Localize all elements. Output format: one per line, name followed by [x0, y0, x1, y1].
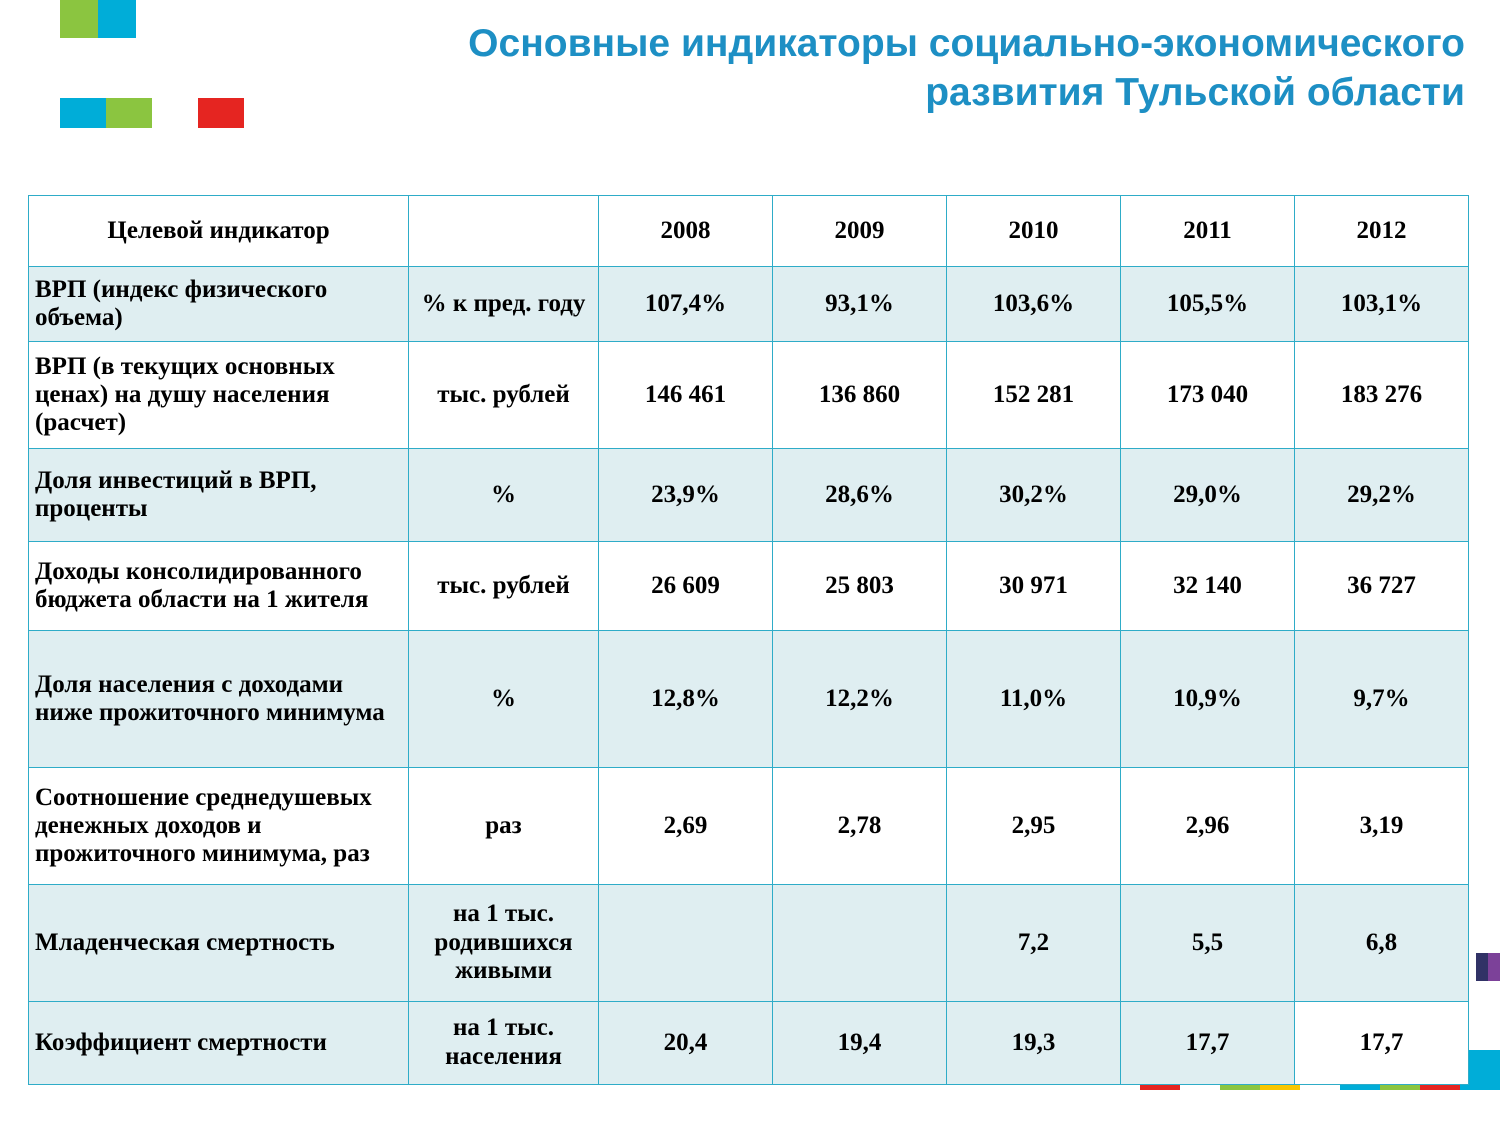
unit-cell: раз: [409, 768, 599, 885]
value-cell: 3,19: [1295, 768, 1469, 885]
decoration-bottom-right-upper: [1476, 953, 1500, 981]
value-cell: 107,4%: [599, 267, 773, 342]
col-year-2010: 2010: [947, 196, 1121, 267]
value-cell: 2,78: [773, 768, 947, 885]
unit-cell: % к пред. году: [409, 267, 599, 342]
unit-cell: тыс. рублей: [409, 542, 599, 631]
value-cell: 2,69: [599, 768, 773, 885]
table-header-row: Целевой индикатор 2008 2009 2010 2011 20…: [29, 196, 1469, 267]
value-cell: 17,7: [1295, 1002, 1469, 1085]
value-cell: 30,2%: [947, 449, 1121, 542]
indicator-cell: Коэффициент смертности: [29, 1002, 409, 1085]
unit-cell: на 1 тыс. населения: [409, 1002, 599, 1085]
value-cell: 9,7%: [1295, 631, 1469, 768]
indicator-cell: Доходы консолидированного бюджета област…: [29, 542, 409, 631]
value-cell: 93,1%: [773, 267, 947, 342]
value-cell: 32 140: [1121, 542, 1295, 631]
value-cell: 2,96: [1121, 768, 1295, 885]
value-cell: [599, 885, 773, 1002]
col-year-2009: 2009: [773, 196, 947, 267]
table-row: ВРП (индекс физического объема)% к пред.…: [29, 267, 1469, 342]
table-row: Доля населения с доходами ниже прожиточн…: [29, 631, 1469, 768]
value-cell: 173 040: [1121, 342, 1295, 449]
indicator-cell: Доля населения с доходами ниже прожиточн…: [29, 631, 409, 768]
value-cell: 26 609: [599, 542, 773, 631]
indicator-table: Целевой индикатор 2008 2009 2010 2011 20…: [28, 195, 1469, 1085]
value-cell: 103,1%: [1295, 267, 1469, 342]
indicator-cell: ВРП (в текущих основных ценах) на душу н…: [29, 342, 409, 449]
table-body: ВРП (индекс физического объема)% к пред.…: [29, 267, 1469, 1085]
value-cell: 36 727: [1295, 542, 1469, 631]
col-unit: [409, 196, 599, 267]
unit-cell: на 1 тыс. родившихся живыми: [409, 885, 599, 1002]
value-cell: 25 803: [773, 542, 947, 631]
col-year-2008: 2008: [599, 196, 773, 267]
indicator-cell: Младенческая смертность: [29, 885, 409, 1002]
indicator-cell: Соотношение среднедушевых денежных доход…: [29, 768, 409, 885]
title-line-2: развития Тульской области: [925, 71, 1465, 114]
value-cell: 29,2%: [1295, 449, 1469, 542]
col-year-2012: 2012: [1295, 196, 1469, 267]
value-cell: 19,3: [947, 1002, 1121, 1085]
unit-cell: %: [409, 631, 599, 768]
col-year-2011: 2011: [1121, 196, 1295, 267]
title-line-1: Основные индикаторы социально-экономичес…: [468, 22, 1465, 65]
table-row: Доля инвестиций в ВРП, проценты%23,9%28,…: [29, 449, 1469, 542]
decoration-mid-left: [60, 98, 244, 128]
indicator-table-wrap: Целевой индикатор 2008 2009 2010 2011 20…: [28, 195, 1468, 1085]
value-cell: 6,8: [1295, 885, 1469, 1002]
value-cell: 146 461: [599, 342, 773, 449]
unit-cell: %: [409, 449, 599, 542]
value-cell: 20,4: [599, 1002, 773, 1085]
value-cell: 5,5: [1121, 885, 1295, 1002]
table-row: Доходы консолидированного бюджета област…: [29, 542, 1469, 631]
col-indicator: Целевой индикатор: [29, 196, 409, 267]
value-cell: 12,8%: [599, 631, 773, 768]
value-cell: 136 860: [773, 342, 947, 449]
value-cell: 2,95: [947, 768, 1121, 885]
value-cell: [773, 885, 947, 1002]
value-cell: 19,4: [773, 1002, 947, 1085]
value-cell: 30 971: [947, 542, 1121, 631]
indicator-cell: Доля инвестиций в ВРП, проценты: [29, 449, 409, 542]
value-cell: 7,2: [947, 885, 1121, 1002]
value-cell: 183 276: [1295, 342, 1469, 449]
table-row: ВРП (в текущих основных ценах) на душу н…: [29, 342, 1469, 449]
value-cell: 28,6%: [773, 449, 947, 542]
value-cell: 105,5%: [1121, 267, 1295, 342]
table-row: Младенческая смертностьна 1 тыс. родивши…: [29, 885, 1469, 1002]
indicator-cell: ВРП (индекс физического объема): [29, 267, 409, 342]
value-cell: 152 281: [947, 342, 1121, 449]
value-cell: 29,0%: [1121, 449, 1295, 542]
unit-cell: тыс. рублей: [409, 342, 599, 449]
page-title: Основные индикаторы социально-экономичес…: [380, 20, 1465, 118]
value-cell: 103,6%: [947, 267, 1121, 342]
table-row: Коэффициент смертностина 1 тыс. населени…: [29, 1002, 1469, 1085]
value-cell: 23,9%: [599, 449, 773, 542]
value-cell: 10,9%: [1121, 631, 1295, 768]
decoration-top-left: [60, 0, 136, 38]
table-row: Соотношение среднедушевых денежных доход…: [29, 768, 1469, 885]
value-cell: 17,7: [1121, 1002, 1295, 1085]
value-cell: 12,2%: [773, 631, 947, 768]
value-cell: 11,0%: [947, 631, 1121, 768]
